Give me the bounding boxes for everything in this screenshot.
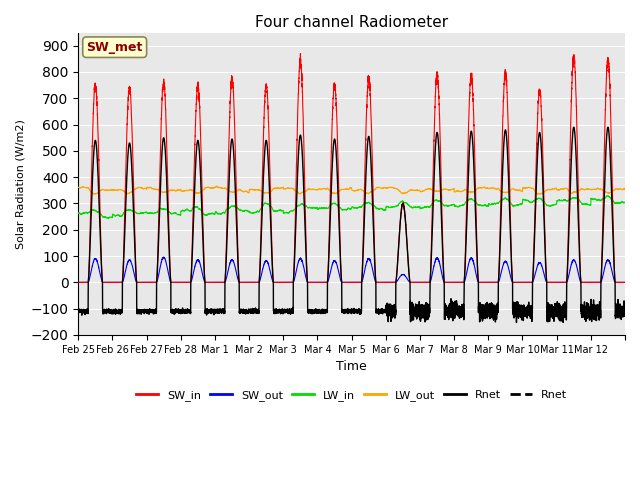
X-axis label: Time: Time — [336, 360, 367, 373]
Text: SW_met: SW_met — [86, 41, 143, 54]
Title: Four channel Radiometer: Four channel Radiometer — [255, 15, 448, 30]
Legend: SW_in, SW_out, LW_in, LW_out, Rnet, Rnet: SW_in, SW_out, LW_in, LW_out, Rnet, Rnet — [131, 385, 572, 405]
Y-axis label: Solar Radiation (W/m2): Solar Radiation (W/m2) — [15, 119, 25, 249]
